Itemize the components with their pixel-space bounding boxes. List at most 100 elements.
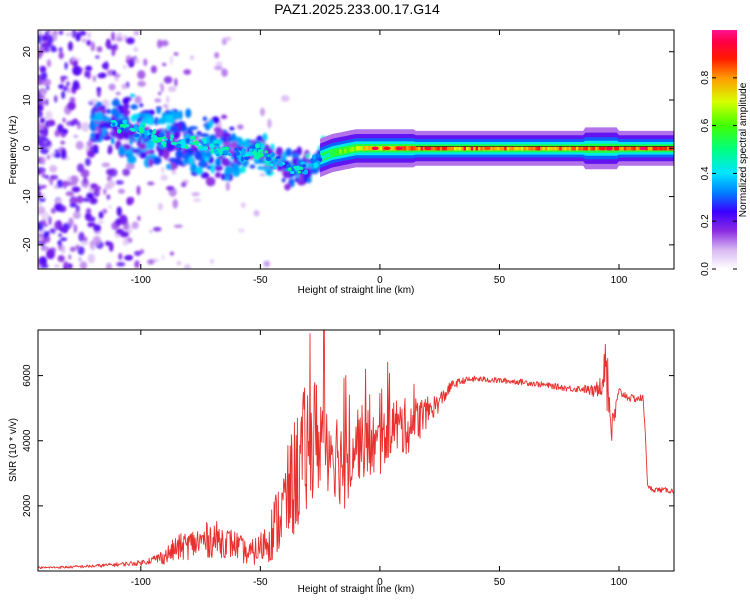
spectrogram-noise-blob [174, 77, 178, 87]
spectrogram-noise-blob [164, 105, 169, 110]
spectrogram-signal-speck [300, 161, 305, 165]
spectrogram-signal-speck [220, 147, 226, 151]
snr-y-tick-label: 2000 [22, 494, 33, 517]
spectrogram-ridge-segment [456, 146, 460, 151]
spectrogram-ridge-segment [454, 146, 458, 151]
spectrogram-signal-speck [194, 140, 199, 145]
spectrogram-noise-blob [73, 134, 79, 139]
spectrogram-signal-speck [310, 157, 314, 164]
spectrogram-ridge-segment [518, 146, 522, 151]
spectrogram-noise-blob [215, 61, 223, 66]
spectrogram-signal-speck [122, 119, 128, 125]
spectrogram-noise-blob [267, 118, 272, 129]
spectrogram-ridge-segment [578, 146, 582, 151]
spectrogram-noise-blob [61, 90, 66, 100]
spectrogram-noise-blob [47, 30, 51, 34]
spectrogram-signal-blob [140, 149, 146, 159]
spectrogram-ridge-segment [444, 146, 448, 151]
spectrogram-ridge-segment [537, 146, 541, 151]
spectrogram-noise-blob [40, 156, 46, 165]
spectrogram-signal-blob [222, 141, 232, 146]
spectrogram-ridge-segment [626, 146, 630, 151]
spectrogram-noise-blob [76, 121, 82, 130]
spectrogram-ridge-segment [358, 146, 362, 151]
spectrogram-frame [37, 29, 675, 270]
spectrogram-ridge-segment [664, 146, 668, 151]
spectrogram-noise-blob [67, 101, 76, 111]
spectrogram-noise-blob [115, 218, 122, 226]
spectrogram-noise-blob [111, 31, 116, 42]
spectrogram-ridge-segment [501, 146, 505, 151]
spectrogram-signal-blob [127, 155, 137, 164]
spectrogram-noise-blob [120, 231, 129, 238]
spectrogram-signal-blob [156, 107, 161, 115]
spectrogram-signal-blob [184, 133, 192, 142]
spectrogram-ridge-segment [477, 146, 481, 151]
spectrogram-noise-blob [116, 261, 126, 267]
spectrogram-noise-blob [237, 228, 245, 233]
spectrogram-ridge-segment [324, 153, 328, 159]
spectrogram-signal-blob [211, 116, 220, 124]
spectrogram-signal-blob [249, 164, 256, 169]
spectrogram-noise-blob [56, 179, 64, 189]
spectrogram-signal-blob [205, 176, 216, 187]
spectrogram-noise-blob [97, 220, 105, 224]
spectrogram-ridge-segment [595, 146, 599, 151]
spectrogram-ridge-segment [556, 146, 560, 151]
spectrogram-noise-blob [54, 264, 60, 268]
spectrogram-noise-blob [69, 195, 78, 206]
spectrogram-ridge-segment [332, 150, 336, 156]
spectrogram-noise-blob [98, 211, 104, 219]
colorbar-tick-label: 0.6 [700, 118, 711, 132]
spectrogram-noise-blob [137, 215, 141, 221]
spectrogram-noise-blob [126, 196, 133, 206]
spectrogram-noise-blob [39, 117, 46, 124]
spectrogram-signal-blob [169, 125, 179, 133]
spectrogram-noise-blob [106, 180, 115, 188]
spectrogram-ridge-segment [339, 149, 343, 154]
spectrogram-ridge-segment [540, 146, 544, 151]
spectrogram-noise-blob [83, 176, 88, 185]
spectrogram-noise-blob [161, 254, 165, 260]
spectrogram-noise-blob [49, 228, 56, 234]
spectrogram-noise-blob [78, 257, 82, 262]
spectrogram-ridge-segment [592, 146, 596, 151]
spectrogram-ridge-segment [611, 146, 615, 151]
spectrogram-noise-blob [134, 260, 140, 269]
spectrogram-ridge-segment [408, 146, 412, 151]
spectrogram-signal-blob [131, 149, 141, 153]
spectrogram-noise-blob [125, 37, 135, 45]
spectrogram-noise-blob [184, 264, 191, 269]
snr-x-tick-label: -100 [131, 577, 151, 588]
spectrogram-noise-blob [152, 226, 162, 232]
spectrogram-signal-speck [278, 163, 284, 167]
spectrogram-noise-blob [123, 138, 132, 144]
spectrogram-noise-blob [128, 61, 134, 68]
spectrogram-noise-blob [115, 91, 121, 96]
spectrogram-ridge-segment [614, 146, 618, 151]
spectrogram-signal-speck [299, 166, 304, 171]
spectrogram-noise-blob [137, 80, 146, 87]
spectrogram-noise-blob [38, 34, 43, 44]
spectrogram-signal-blob [194, 150, 203, 161]
spectrogram-noise-blob [44, 223, 48, 228]
spectrogram-noise-blob [38, 74, 41, 80]
snr-x-axis: -100 -50 0 50 100 [131, 330, 628, 588]
spectrogram-noise-blob [159, 82, 163, 89]
spectrogram-noise-blob [101, 162, 111, 168]
spectrogram-ridge-segment [535, 146, 539, 151]
spectrogram-ridge-segment [468, 146, 472, 151]
spectrogram-noise-blob [221, 68, 228, 77]
spectrogram-ridge-segment [401, 146, 405, 151]
spectrogram-signal-blob [114, 110, 119, 121]
spectrogram-noise-blob [44, 230, 50, 237]
spectrogram-ridge-segment [391, 146, 395, 151]
spectrogram-signal-speck [265, 156, 271, 162]
spectrogram-ridge-segment [547, 146, 551, 151]
spectrogram-signal-blob [211, 163, 215, 174]
spectrogram-signal-speck [270, 163, 274, 167]
spectrogram-noise-blob [46, 84, 50, 91]
spectrogram-noise-blob [69, 175, 79, 185]
snr-panel: -100 -50 0 50 100 2000 4000 6000 Height of str… [8, 329, 675, 595]
